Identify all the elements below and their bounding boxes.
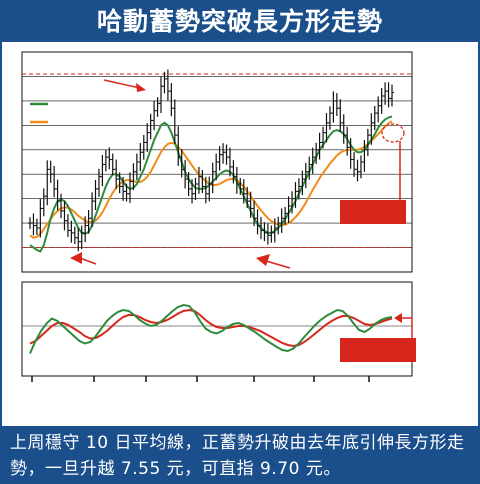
macd-line <box>29 303 393 354</box>
low-mar-arrowhead <box>256 254 270 266</box>
price-plot-frame <box>21 51 413 273</box>
high-price-arrow <box>103 79 141 89</box>
low-mar-arrow <box>265 260 291 269</box>
ma20-line <box>29 120 393 239</box>
hold-arrowhead <box>394 313 402 323</box>
golden-cross-marker <box>381 123 405 143</box>
chart-title: 哈動蓄勢突破長方形走勢 <box>96 7 383 36</box>
golden-cross-box <box>340 200 406 224</box>
high-price-arrowhead <box>136 83 146 92</box>
ma10-line <box>29 115 393 253</box>
low-dec-arrow <box>79 257 97 265</box>
macd-signal-line <box>29 308 393 348</box>
chart-caption: 上周穩守 10 日平均線，正蓄勢升破由去年底引伸長方形走勢，一旦升越 7.55 … <box>10 433 465 479</box>
hold-box <box>340 338 416 362</box>
low-dec-arrowhead <box>70 252 82 264</box>
